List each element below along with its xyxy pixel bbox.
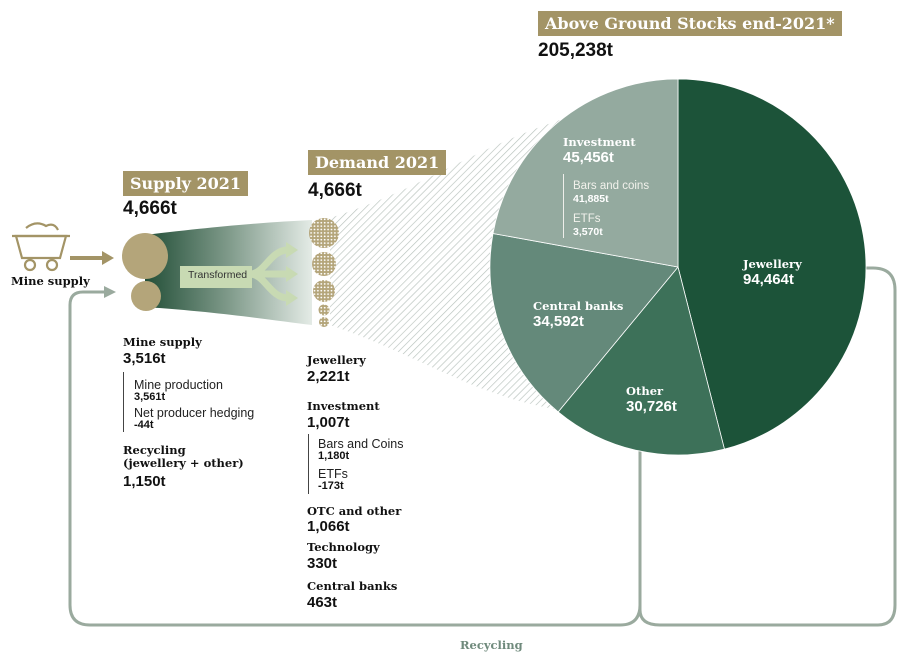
transformed-label: Transformed	[188, 269, 248, 281]
pie-slice-central-banks	[489, 233, 679, 413]
hedging-value: -44t	[134, 419, 154, 431]
demand-investment-bracket	[308, 434, 309, 494]
pie-etfs-value: 3,570t	[573, 226, 603, 238]
recycling-arrowhead	[104, 286, 116, 298]
demand-otc-label: OTC and other	[307, 504, 402, 518]
pie-etfs-label: ETFs	[573, 213, 601, 225]
demand-central-banks-value: 463t	[307, 594, 338, 611]
transformed-box	[180, 266, 252, 288]
pie-investment-value: 45,456t	[563, 149, 614, 166]
supply-recycling-value: 1,150t	[123, 473, 166, 490]
mine-production-label: Mine production	[134, 378, 223, 392]
stocks-badge: Above Ground Stocks end-2021*	[538, 11, 842, 36]
pie-central-banks-label: Central banks	[533, 299, 624, 313]
demand-jewellery-value: 2,221t	[307, 368, 350, 385]
recycling-label: Recycling	[460, 638, 523, 652]
mine-supply-circle	[122, 233, 168, 279]
supply-mine-label: Mine supply	[123, 335, 202, 349]
supply-badge: Supply 2021	[123, 171, 249, 196]
demand-bars-label: Bars and Coins	[318, 437, 404, 451]
demand-bars-value: 1,180t	[318, 450, 350, 462]
pie-investment-label: Investment	[563, 135, 636, 149]
demand-badge: Demand 2021	[308, 150, 447, 175]
hedging-label: Net producer hedging	[134, 406, 255, 420]
pie-slice-investment	[492, 78, 679, 268]
pie-jewellery-value: 94,464t	[743, 271, 794, 288]
demand-technology-label: Technology	[307, 540, 380, 554]
demand-etfs-label: ETFs	[318, 467, 348, 481]
pie-slice-other	[557, 266, 725, 456]
pie-slice-jewellery	[677, 78, 867, 450]
demand-otc-circle	[313, 280, 335, 302]
demand-technology-circle	[318, 304, 330, 316]
supply-mine-value: 3,516t	[123, 350, 166, 367]
supply-total: 4,666t	[123, 198, 177, 219]
stocks-cone	[330, 120, 560, 410]
supply-recycling-sublabel: (jewellery + other)	[123, 456, 244, 470]
demand-investment-label: Investment	[307, 399, 380, 413]
demand-investment-circle	[312, 252, 336, 276]
demand-technology-value: 330t	[307, 555, 338, 572]
demand-central-banks-circle	[319, 317, 329, 327]
recycling-loop-inner	[68, 290, 642, 627]
mine-cart-icon	[12, 222, 70, 272]
pie-other-value: 30,726t	[626, 398, 677, 415]
demand-jewellery-label: Jewellery	[307, 353, 366, 367]
demand-total: 4,666t	[308, 180, 362, 201]
recycling-circle	[131, 281, 161, 311]
demand-etfs-value: -173t	[318, 480, 344, 492]
transformed-arrows	[249, 246, 289, 302]
pie-investment-bracket	[563, 174, 564, 238]
stocks-pie-chart	[489, 78, 867, 456]
stocks-total: 205,238t	[538, 40, 614, 61]
recycling-loop-outer	[638, 266, 897, 627]
pie-bars-label: Bars and coins	[573, 180, 650, 192]
demand-otc-value: 1,066t	[307, 518, 350, 535]
demand-investment-value: 1,007t	[307, 414, 350, 431]
supply-mine-bracket	[123, 372, 124, 432]
demand-central-banks-label: Central banks	[307, 579, 398, 593]
pie-jewellery-label: Jewellery	[743, 257, 802, 271]
supply-recycling-label: Recycling	[123, 443, 186, 457]
mine-supply-icon-label: Mine supply	[11, 274, 90, 288]
demand-jewellery-circle	[309, 218, 339, 248]
pie-other-label: Other	[626, 384, 664, 398]
pie-central-banks-value: 34,592t	[533, 313, 584, 330]
mine-production-value: 3,561t	[134, 391, 166, 403]
pie-bars-value: 41,885t	[573, 193, 609, 205]
